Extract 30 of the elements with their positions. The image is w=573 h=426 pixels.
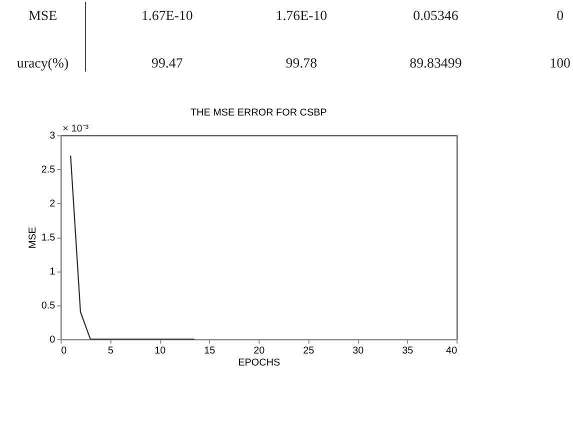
text: 1.76E-10 — [276, 8, 328, 24]
x-axis-title: EPOCHS — [238, 358, 280, 369]
x-tick-label: 35 — [402, 346, 414, 357]
y-tick-label: 1.5 — [41, 232, 56, 244]
text: MSE — [28, 8, 58, 24]
text: × 10⁻³ — [62, 123, 90, 134]
y-tick-label: 0 — [50, 334, 56, 346]
text: 89.83499 — [410, 56, 462, 72]
y-axis-title: MSE — [27, 226, 38, 248]
y-tick-label: 3 — [50, 130, 56, 142]
y-tick-label: 1 — [50, 266, 56, 278]
text: 99.47 — [151, 56, 183, 72]
text: uracy(%) — [16, 56, 70, 72]
x-tick-label: 20 — [254, 346, 266, 357]
x-tick-label: 30 — [352, 346, 364, 357]
x-tick-label: 15 — [204, 346, 216, 357]
text: 1.67E-10 — [141, 8, 193, 24]
x-tick-label: 0 — [61, 346, 68, 357]
x-tick-label: 40 — [446, 346, 458, 357]
y-tick-label: 2.5 — [41, 164, 56, 176]
y-tick-label: 2 — [50, 198, 56, 210]
x-tick-label: 5 — [108, 346, 114, 357]
text: 100 — [550, 56, 571, 72]
x-tick-label: 10 — [154, 346, 166, 357]
y-tick-label: 0.5 — [41, 300, 56, 312]
x-tick-label: 25 — [303, 346, 315, 357]
text: 0 — [556, 8, 564, 24]
text: 0.05346 — [413, 8, 458, 24]
text: 99.78 — [286, 56, 318, 72]
chart-title: THE MSE ERROR FOR CSBP — [190, 107, 328, 118]
